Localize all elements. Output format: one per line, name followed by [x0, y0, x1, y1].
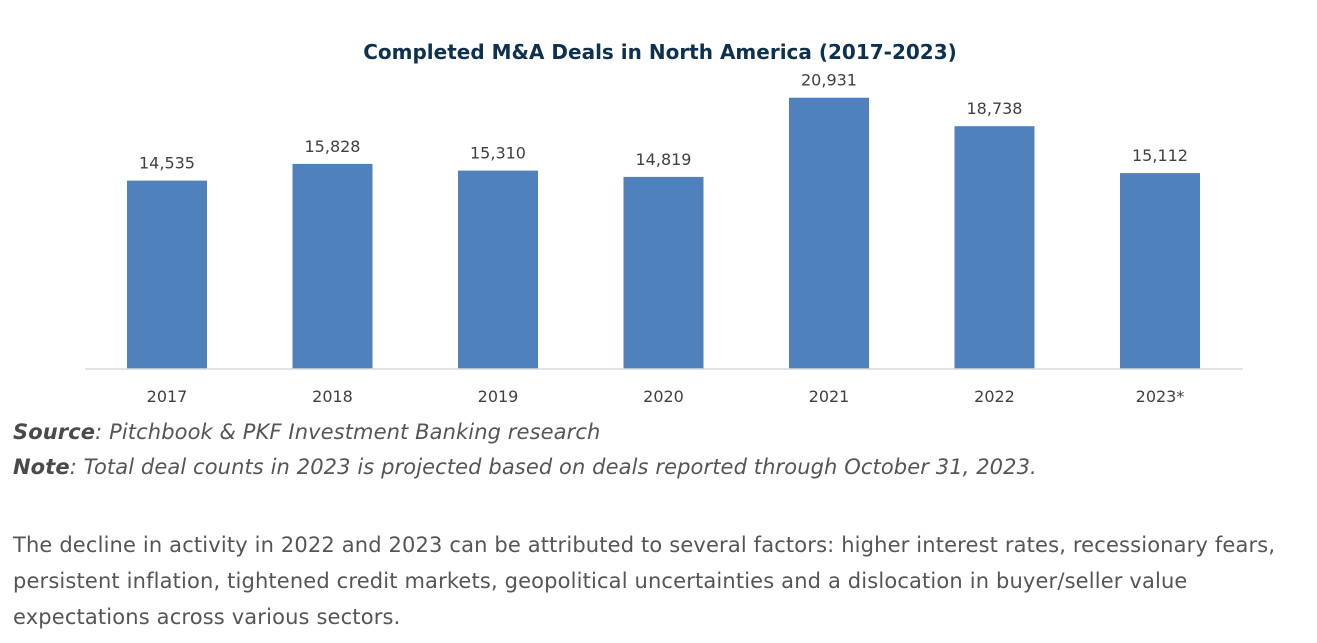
bars-group: 14,535 2017 15,828 2018 15,310 2019 14,819 2020… [127, 71, 1200, 406]
x-tick-label: 2022 [974, 387, 1015, 406]
bar-2019 [458, 170, 538, 369]
data-label: 15,828 [305, 137, 361, 156]
x-tick-label: 2023* [1136, 387, 1185, 406]
x-tick-label: 2020 [643, 387, 684, 406]
bar-2018 [292, 163, 373, 369]
bar-2021 [789, 97, 869, 369]
bar-chart: Completed M&A Deals in North America (20… [85, 40, 1243, 406]
chart-title: Completed M&A Deals in North America (20… [363, 40, 957, 64]
bar-2020 [623, 176, 704, 369]
note-label: Note [13, 455, 70, 479]
data-label: 20,931 [801, 71, 857, 90]
data-label: 14,535 [139, 154, 195, 173]
x-tick-label: 2021 [809, 387, 850, 406]
source-text: : Pitchbook & PKF Investment Banking res… [95, 420, 601, 444]
bar-2022 [954, 126, 1035, 369]
data-label: 15,310 [470, 144, 526, 163]
source-label: Source [13, 420, 96, 444]
x-tick-label: 2019 [478, 387, 519, 406]
note-caption: Note: Total deal counts in 2023 is proje… [13, 455, 1037, 479]
x-tick-label: 2018 [312, 387, 353, 406]
body-paragraph: The decline in activity in 2022 and 2023… [13, 533, 1276, 629]
x-tick-label: 2017 [147, 387, 188, 406]
bar-2017 [127, 180, 207, 369]
data-label: 15,112 [1132, 146, 1188, 165]
note-text: : Total deal counts in 2023 is projected… [69, 455, 1037, 479]
bar-2023 [1120, 173, 1200, 369]
data-label: 14,819 [636, 150, 692, 169]
source-caption: Source: Pitchbook & PKF Investment Banki… [13, 420, 600, 444]
data-label: 18,738 [967, 99, 1023, 118]
